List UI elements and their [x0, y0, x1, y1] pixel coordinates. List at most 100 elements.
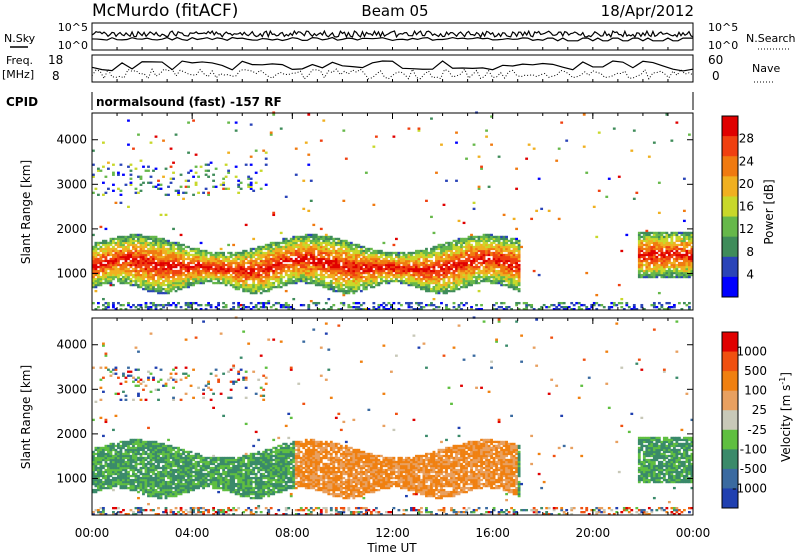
range-gate-cell [405, 255, 408, 259]
range-gate-cell [565, 307, 569, 311]
range-gate-cell [139, 267, 143, 271]
range-gate-cell [217, 281, 221, 285]
range-gate-cell [555, 159, 559, 162]
range-gate-cell [387, 255, 391, 259]
range-gate-cell [470, 245, 473, 249]
range-gate-cell [455, 241, 458, 245]
range-gate-cell [505, 239, 508, 243]
range-gate-cell [470, 251, 473, 255]
range-gate-cell [179, 267, 183, 271]
range-gate-cell [337, 257, 341, 261]
range-gate-cell [650, 269, 654, 273]
range-gate-cell [312, 251, 316, 255]
range-gate-cell [332, 261, 336, 265]
range-gate-cell [97, 257, 100, 261]
range-gate-cell [162, 237, 165, 241]
range-gate-cell [675, 275, 679, 279]
range-gate-cell [272, 243, 276, 247]
range-gate-cell [410, 305, 413, 309]
range-gate-cell [244, 267, 248, 271]
range-gate-cell [349, 283, 353, 287]
range-gate-cell [400, 251, 403, 255]
range-gate-cell [642, 239, 646, 243]
range-gate-cell [455, 255, 458, 259]
range-gate-cell [437, 243, 441, 247]
range-gate-cell [417, 251, 421, 255]
range-gate-cell [254, 149, 258, 152]
range-gate-cell [184, 191, 188, 194]
range-gate-cell [92, 255, 95, 259]
range-gate-cell [144, 237, 148, 241]
range-gate-cell [425, 199, 428, 202]
range-gate-cell [184, 273, 188, 277]
range-gate-cell [162, 275, 165, 279]
range-gate-cell [622, 307, 626, 311]
range-gate-cell [440, 287, 443, 291]
range-gate-cell [117, 301, 120, 305]
range-gate-cell [342, 283, 346, 287]
range-gate-cell [515, 269, 519, 273]
range-gate-cell [440, 265, 443, 269]
range-gate-cell [307, 303, 311, 307]
range-gate-cell [292, 259, 296, 263]
range-gate-cell [660, 269, 664, 273]
range-gate-cell [294, 265, 298, 269]
range-gate-cell [389, 279, 393, 283]
range-gate-cell [182, 197, 185, 200]
range-gate-cell [324, 281, 328, 285]
range-gate-cell [505, 257, 508, 261]
range-gate-cell [512, 281, 516, 285]
range-gate-cell [547, 305, 551, 309]
range-gate-cell [442, 289, 446, 293]
range-gate-cell [309, 267, 313, 271]
range-gate-cell [480, 307, 483, 311]
range-gate-cell [174, 277, 178, 281]
range-gate-cell [407, 253, 411, 257]
range-gate-cell [239, 269, 243, 273]
range-gate-cell [259, 259, 263, 263]
range-gate-cell [437, 289, 441, 293]
range-gate-cell [137, 273, 140, 277]
range-gate-cell [655, 273, 659, 277]
range-gate-cell [122, 480, 125, 484]
range-gate-cell [237, 179, 241, 182]
range-gate-cell [129, 277, 133, 281]
range-gate-cell [665, 243, 669, 247]
y-tick-label: 3000 [56, 177, 87, 191]
range-gate-cell [117, 454, 120, 458]
range-gate-cell [495, 235, 498, 239]
range-gate-cell [287, 279, 291, 283]
range-gate-cell [682, 243, 686, 247]
range-gate-cell [617, 283, 621, 287]
range-gate-cell [194, 181, 198, 184]
range-gate-cell [119, 265, 123, 269]
range-gate-cell [655, 247, 659, 251]
range-gate-cell [555, 307, 559, 311]
range-gate-cell [154, 263, 158, 267]
range-gate-cell [437, 247, 441, 251]
range-gate-cell [410, 277, 413, 281]
range-gate-cell [322, 245, 326, 249]
range-gate-cell [662, 257, 666, 261]
range-gate-cell [460, 247, 463, 251]
range-gate-cell [172, 279, 175, 283]
range-gate-cell [405, 253, 408, 257]
range-gate-cell [167, 269, 170, 273]
range-gate-cell [682, 209, 686, 213]
range-gate-cell [102, 512, 105, 516]
range-gate-cell [525, 307, 529, 311]
range-gate-cell [147, 305, 150, 309]
range-gate-cell [357, 253, 361, 257]
range-gate-cell [234, 275, 238, 279]
range-gate-cell [367, 265, 371, 269]
range-gate-cell [460, 271, 463, 275]
range-gate-cell [417, 127, 421, 130]
range-gate-cell [470, 249, 473, 253]
range-gate-cell [425, 285, 428, 289]
range-gate-cell [104, 452, 108, 456]
range-gate-cell [309, 271, 313, 275]
range-gate-cell [317, 261, 321, 265]
range-gate-cell [179, 283, 183, 287]
range-gate-cell [430, 251, 433, 255]
